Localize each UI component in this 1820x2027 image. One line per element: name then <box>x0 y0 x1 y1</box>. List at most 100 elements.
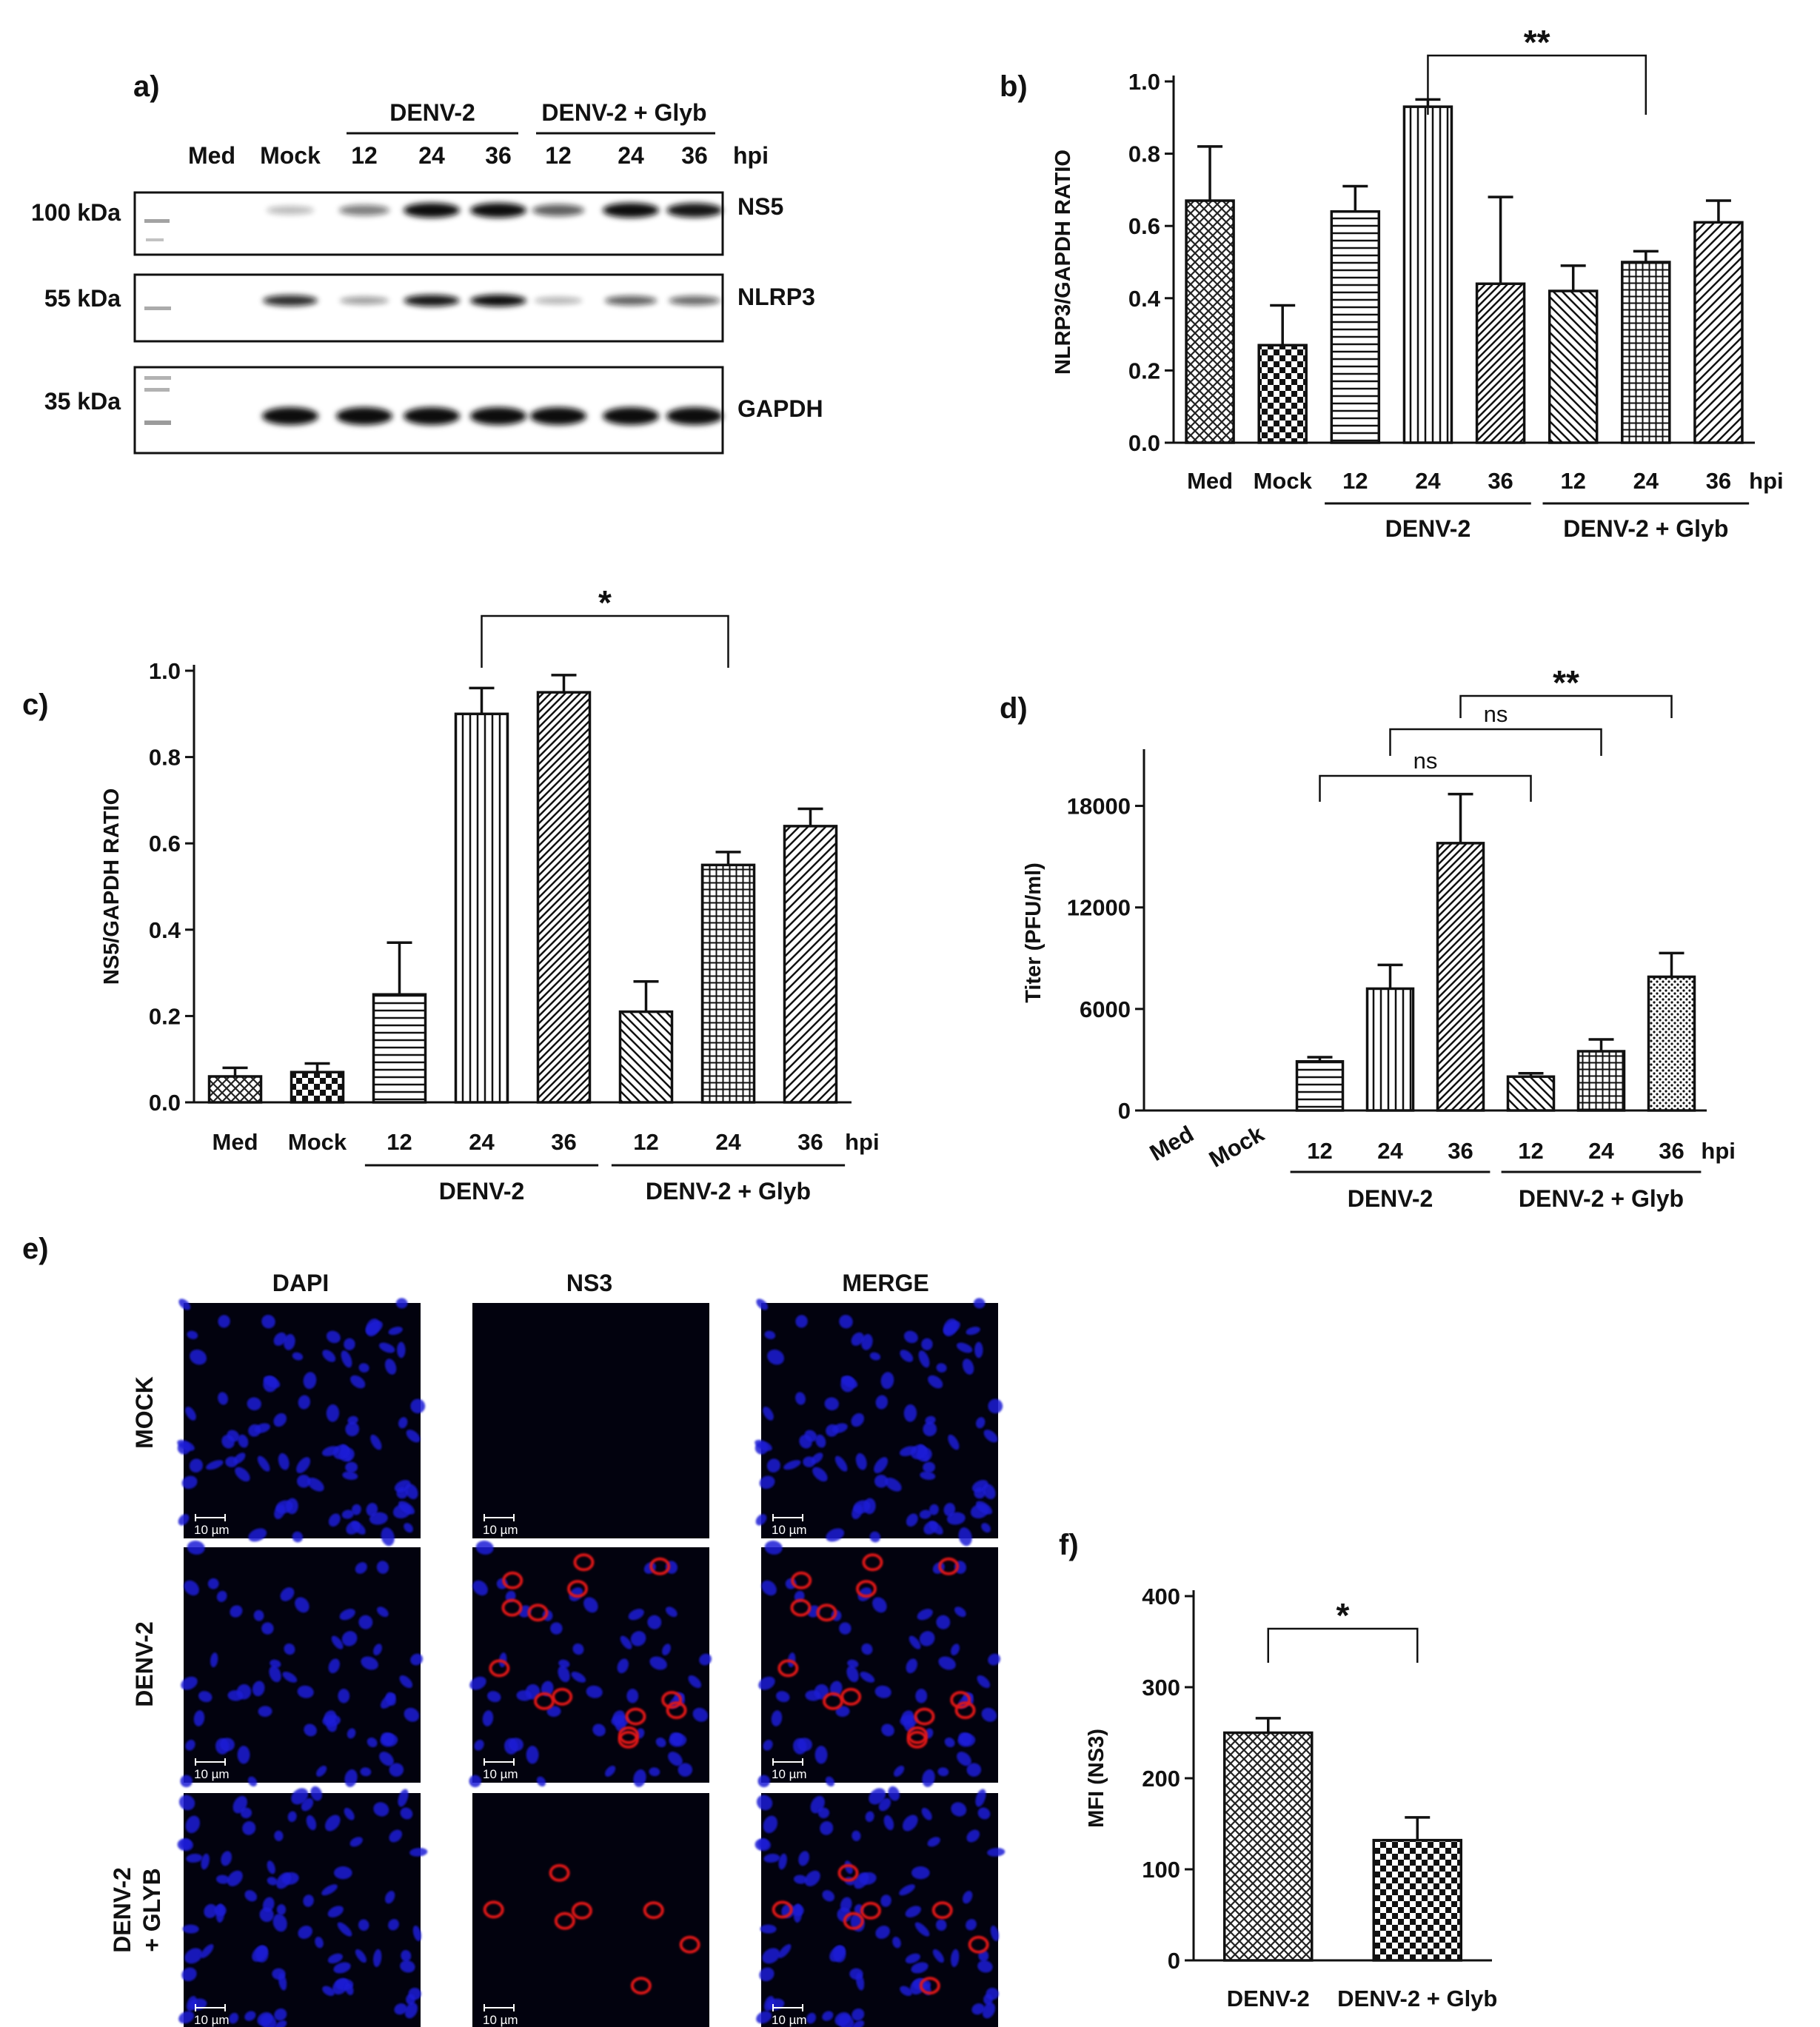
category-label: 24 <box>1588 1138 1614 1164</box>
blot-bands-nlrp3 <box>263 295 720 306</box>
ladder-marks <box>144 219 171 425</box>
significance-label: * <box>1336 1596 1350 1635</box>
row-label-mock: MOCK <box>131 1376 158 1449</box>
y-tick-label: 0.6 <box>149 831 181 857</box>
blot-band <box>666 203 723 218</box>
panel-e-microscopy: e) DAPI NS3 MERGE MOCK DENV-2 DENV-2 + G… <box>22 1233 1006 2027</box>
marker-label: 55 kDa <box>44 285 121 312</box>
bar <box>700 863 756 1104</box>
bar <box>1576 1050 1626 1112</box>
blot-band <box>534 297 583 304</box>
scale-bar-label: 10 µm <box>483 2013 518 2027</box>
marker-label: 100 kDa <box>31 199 121 226</box>
y-tick-label: 1.0 <box>1128 69 1160 95</box>
scale-bar-label: 10 µm <box>194 2013 230 2027</box>
y-axis-title: MFI (NS3) <box>1085 1729 1108 1828</box>
lane-label: 12 <box>351 142 378 169</box>
blot-band <box>339 296 389 305</box>
svg-text:DENV-2: DENV-2 <box>109 1867 136 1953</box>
significance-bracket <box>481 614 729 668</box>
significance-bracket <box>1427 54 1647 115</box>
lane-label: 36 <box>681 142 708 169</box>
bar <box>1372 1838 1462 1962</box>
significance-label: ns <box>1413 748 1438 774</box>
blot-band <box>404 407 460 425</box>
bar <box>1647 975 1696 1112</box>
micrograph: 10 µm <box>472 1303 709 1538</box>
blot-bands-ns5 <box>266 203 723 218</box>
bar <box>783 825 838 1104</box>
micrograph: 10 µm <box>177 1786 428 2027</box>
row-label-denv2-glyb: DENV-2 + GLYB <box>109 1867 165 1953</box>
marker-label: 35 kDa <box>44 388 121 415</box>
column-title-ns3: NS3 <box>566 1270 612 1296</box>
micrograph: 10 µm <box>755 1298 1003 1547</box>
panel-letter: f) <box>1059 1529 1079 1561</box>
blot-band <box>470 407 526 425</box>
y-tick-label: 0.2 <box>149 1003 181 1029</box>
category-label: Mock <box>288 1129 347 1155</box>
micrograph: 10 µm <box>755 1786 1006 2027</box>
y-tick-label: 0 <box>1168 1948 1180 1974</box>
bar <box>1295 1059 1345 1112</box>
blot-band <box>530 407 586 425</box>
category-label: 36 <box>1488 468 1513 494</box>
blot-band <box>603 407 659 425</box>
scale-bar-label: 10 µm <box>772 1523 807 1537</box>
lane-label: 24 <box>618 142 644 169</box>
group-label-denv2: DENV-2 <box>389 99 475 126</box>
y-tick-label: 1.0 <box>149 658 181 684</box>
blot-band <box>470 295 526 306</box>
panel-e-letter: e) <box>22 1233 49 1265</box>
protein-label-ns5: NS5 <box>737 193 783 220</box>
scale-bar-label: 10 µm <box>194 1523 230 1537</box>
hpi-label: hpi <box>1749 468 1784 494</box>
bar <box>372 993 427 1104</box>
hpi-label: hpi <box>1701 1138 1736 1164</box>
category-label: 36 <box>797 1129 823 1155</box>
y-tick-label: 12000 <box>1067 895 1131 921</box>
blot-band <box>666 407 723 425</box>
bar <box>290 1071 345 1104</box>
y-tick-label: 0.2 <box>1128 358 1160 383</box>
scale-bar-label: 10 µm <box>772 1767 807 1781</box>
y-tick-label: 100 <box>1142 1857 1180 1883</box>
lane-label: 36 <box>485 142 512 169</box>
y-tick-label: 0.0 <box>149 1090 181 1116</box>
y-tick-label: 0.8 <box>1128 141 1160 167</box>
group-label: DENV-2 <box>439 1178 525 1205</box>
blot-bands-gapdh <box>262 407 723 425</box>
bar <box>1475 282 1526 444</box>
bar <box>1506 1075 1556 1112</box>
significance-bracket <box>1319 774 1532 802</box>
category-label: Med <box>1145 1121 1198 1166</box>
group-label: DENV-2 + Glyb <box>1563 515 1728 542</box>
blot-band <box>336 407 392 425</box>
scale-bar-label: 10 µm <box>483 1767 518 1781</box>
category-label: 12 <box>1560 468 1585 494</box>
y-tick-label: 0 <box>1118 1098 1131 1124</box>
group-label: DENV-2 <box>1385 515 1471 542</box>
bar <box>536 691 592 1104</box>
panel-letter: b) <box>1000 70 1028 103</box>
panel-letter: c) <box>22 688 49 721</box>
category-label: 36 <box>551 1129 576 1155</box>
bar <box>1330 210 1381 444</box>
blot-strip-ns5 <box>133 191 724 256</box>
category-label: DENV-2 <box>1227 1986 1310 2011</box>
micrograph: 10 µm <box>180 1541 424 1788</box>
y-axis-title: Titer (PFU/ml) <box>1022 862 1046 1003</box>
blot-band <box>266 206 315 215</box>
column-title-merge: MERGE <box>842 1270 929 1296</box>
category-label: Mock <box>1205 1120 1269 1172</box>
lane-label: Mock <box>260 142 321 169</box>
chart-b-nlrp3-ratio: b) 0.0 0.2 0.4 0.6 0.8 1.0 NLRP3/GAPDH RATIO Med… <box>1000 23 1784 542</box>
panel-a-letter: a) <box>133 70 160 103</box>
category-label: 12 <box>633 1129 658 1155</box>
category-label: 12 <box>1307 1138 1332 1164</box>
blot-band <box>532 204 585 216</box>
y-axis-title: NS5/GAPDH RATIO <box>100 788 124 985</box>
significance-label: ** <box>1553 663 1579 702</box>
bar <box>1257 344 1308 444</box>
y-tick-label: 300 <box>1142 1675 1180 1701</box>
